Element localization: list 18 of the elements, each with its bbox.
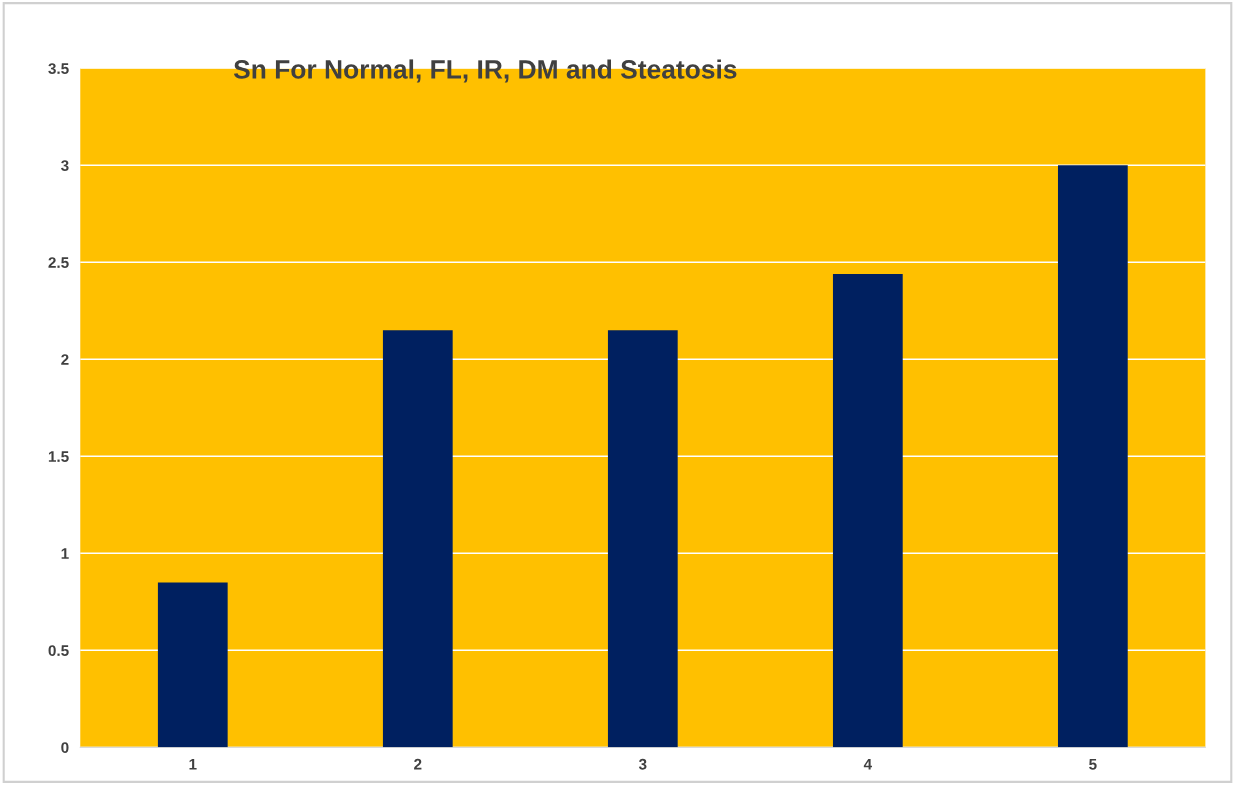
x-tick-label: 3 <box>638 758 647 770</box>
y-tick-label: 3 <box>61 160 69 172</box>
y-tick-label: 1 <box>61 548 69 559</box>
y-tick-label: 0 <box>61 742 69 754</box>
y-tick-label: 2 <box>61 354 69 365</box>
x-tick-label: 4 <box>863 758 872 770</box>
y-tick-label: 1.5 <box>48 451 69 462</box>
bar <box>382 330 453 748</box>
bar <box>1057 165 1128 748</box>
bar <box>832 273 903 748</box>
bar <box>607 330 678 748</box>
y-tick-label: 2.5 <box>48 257 69 268</box>
x-tick-label: 1 <box>189 758 197 770</box>
y-tick-label: 3.5 <box>48 63 69 74</box>
x-tick-label: 5 <box>1089 758 1097 770</box>
x-tick-label: 2 <box>414 758 422 770</box>
bar <box>157 582 228 748</box>
y-tick-label: 0.5 <box>48 645 69 656</box>
